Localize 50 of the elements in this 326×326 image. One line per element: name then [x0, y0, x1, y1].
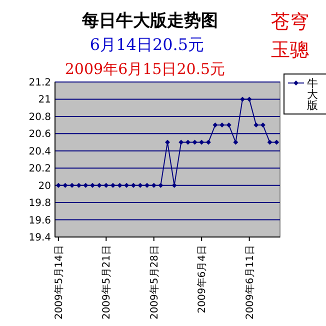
point	[185, 140, 190, 145]
y-tick-label: 20.4	[28, 146, 51, 158]
y-tick-label: 20.8	[28, 112, 51, 123]
point	[240, 96, 245, 102]
point	[70, 182, 75, 188]
y-tick-label: 19.6	[28, 215, 51, 226]
y-tick-label: 20.6	[28, 129, 51, 140]
point	[96, 182, 102, 188]
x-tick-label: 2009年5月14日	[52, 245, 65, 320]
x-tick-label: 2009年6月4日	[196, 245, 208, 314]
point	[144, 182, 150, 188]
point	[267, 140, 272, 145]
point	[246, 96, 252, 102]
point	[62, 182, 68, 188]
x-tick-label: 2009年5月21日	[100, 245, 113, 320]
text: 苍穹玉骢	[271, 11, 309, 61]
point	[138, 182, 143, 188]
legend-label: 牛大版	[307, 77, 318, 112]
y-tick-label: 20	[38, 180, 51, 192]
point	[254, 122, 259, 128]
point	[90, 182, 95, 188]
point	[274, 140, 280, 145]
point	[117, 182, 122, 188]
y-tick-label: 19.4	[28, 232, 51, 244]
point	[76, 182, 82, 188]
x-tick-label: 2009年5月28日	[148, 245, 160, 320]
text: 2009年6月15日20.5元	[64, 60, 226, 78]
point	[192, 140, 198, 145]
chart-title: 每日牛大版走势图	[81, 11, 218, 31]
point	[199, 140, 204, 145]
point	[104, 182, 109, 188]
x-tick-label: 2009年6月11日	[244, 245, 256, 320]
y-tick-label: 19.8	[28, 198, 51, 210]
point	[158, 182, 164, 188]
point	[130, 182, 136, 188]
point	[178, 140, 184, 145]
point	[110, 182, 116, 188]
point	[124, 182, 130, 188]
point	[56, 182, 61, 188]
y-tick-label: 20.2	[28, 164, 51, 175]
y-tick-label: 21.2	[28, 78, 51, 88]
y-tick-label: 21	[38, 94, 51, 106]
point	[226, 122, 232, 128]
point	[206, 140, 211, 145]
point	[212, 122, 218, 128]
point	[165, 140, 170, 145]
point	[233, 140, 238, 145]
chart-subtitle: 6月14日20.5元	[90, 35, 204, 54]
point	[83, 182, 88, 188]
point	[151, 182, 156, 188]
